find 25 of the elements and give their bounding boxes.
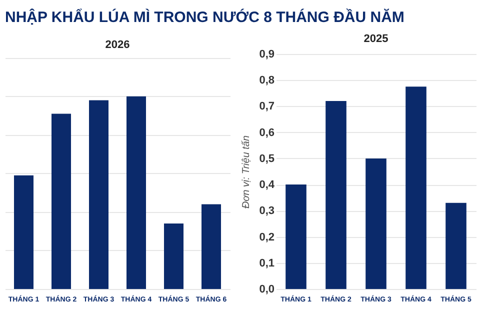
bar xyxy=(446,202,466,289)
bar xyxy=(14,175,34,289)
y-tick-label: 0,8 xyxy=(259,74,274,87)
y-tick-label: 0,9 xyxy=(259,48,274,60)
bar xyxy=(202,204,221,289)
y-tick-label: 0,7 xyxy=(259,100,274,113)
y-tick-label: 0,6 xyxy=(259,126,274,139)
bar xyxy=(326,101,346,289)
chart-subtitle: 2026 xyxy=(105,39,130,51)
chart-title: NHẬP KHẨU LÚA MÌ TRONG NƯỚC 8 THÁNG ĐẦU NĂM xyxy=(5,8,404,26)
bar xyxy=(126,96,146,289)
bar xyxy=(164,224,184,289)
y-tick-label: 0,2 xyxy=(259,231,274,244)
bar xyxy=(366,158,386,289)
y-tick-label: 0,1 xyxy=(259,257,274,270)
chart-title: 2025 xyxy=(364,33,388,45)
bar xyxy=(286,184,306,289)
y-tick-label: 0,4 xyxy=(259,179,276,192)
y-tick-label: 0,5 xyxy=(259,152,274,165)
y-tick-label: 0,0 xyxy=(259,284,274,296)
bar xyxy=(406,86,426,289)
y-axis-title: Đơn vị: Triệu tấn xyxy=(241,135,252,209)
bar xyxy=(89,100,108,289)
bar xyxy=(52,114,71,289)
y-tick-label: 0,3 xyxy=(259,205,274,218)
